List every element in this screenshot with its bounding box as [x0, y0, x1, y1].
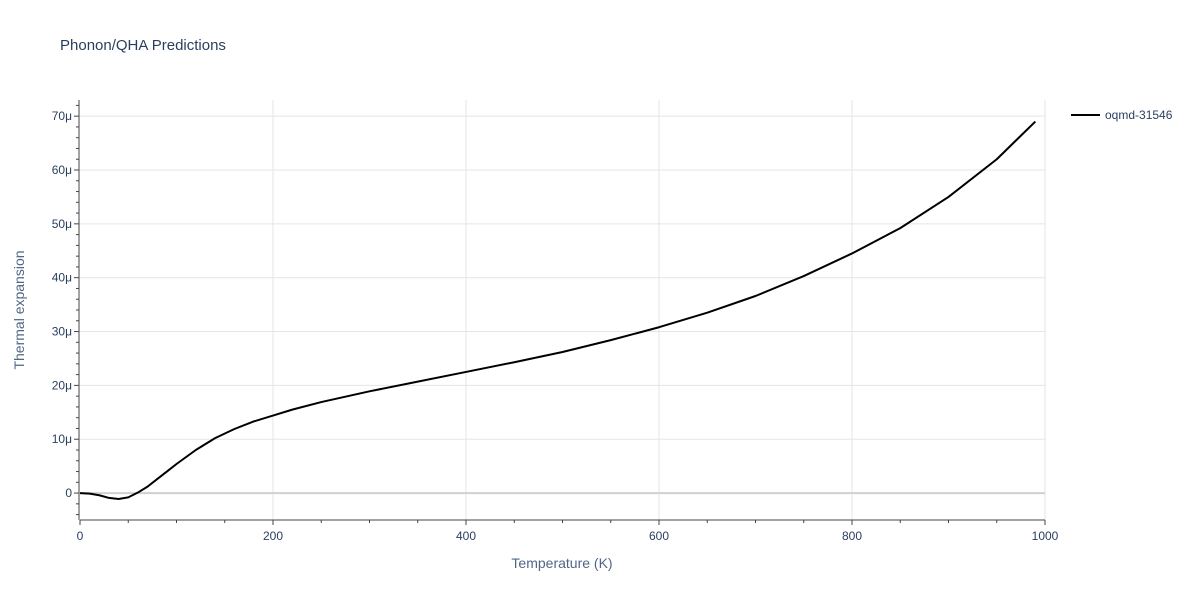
y-tick-label: 50μ — [52, 217, 72, 231]
series-line — [79, 120, 1037, 500]
x-tick-label: 800 — [842, 529, 862, 543]
x-tick-label: 400 — [456, 529, 476, 543]
x-tick-label: 0 — [77, 529, 84, 543]
x-tick-label: 600 — [649, 529, 669, 543]
series-layer — [79, 120, 1037, 500]
legend[interactable]: oqmd-31546 — [1071, 108, 1173, 122]
x-axis-title: Temperature (K) — [511, 555, 612, 571]
y-tick-label: 30μ — [52, 325, 72, 339]
y-tick-label: 40μ — [52, 271, 72, 285]
chart-title: Phonon/QHA Predictions — [60, 37, 226, 54]
x-tick-label: 200 — [263, 529, 283, 543]
y-axis-title: Thermal expansion — [11, 250, 27, 369]
y-tick-label: 10μ — [52, 432, 72, 446]
legend-item[interactable]: oqmd-31546 — [1071, 108, 1173, 122]
y-tick-label: 60μ — [52, 163, 72, 177]
grid-layer — [80, 100, 1046, 520]
y-tick-label: 70μ — [52, 109, 72, 123]
x-tick-label: 1000 — [1032, 529, 1059, 543]
legend-label: oqmd-31546 — [1105, 108, 1173, 122]
axis-layer: 0 10μ 20μ 30μ 40μ 50μ 60μ 70μ 0 200 400 600 800 1000 — [52, 100, 1059, 543]
y-tick-label: 20μ — [52, 378, 72, 392]
y-tick-label: 0 — [65, 486, 72, 500]
